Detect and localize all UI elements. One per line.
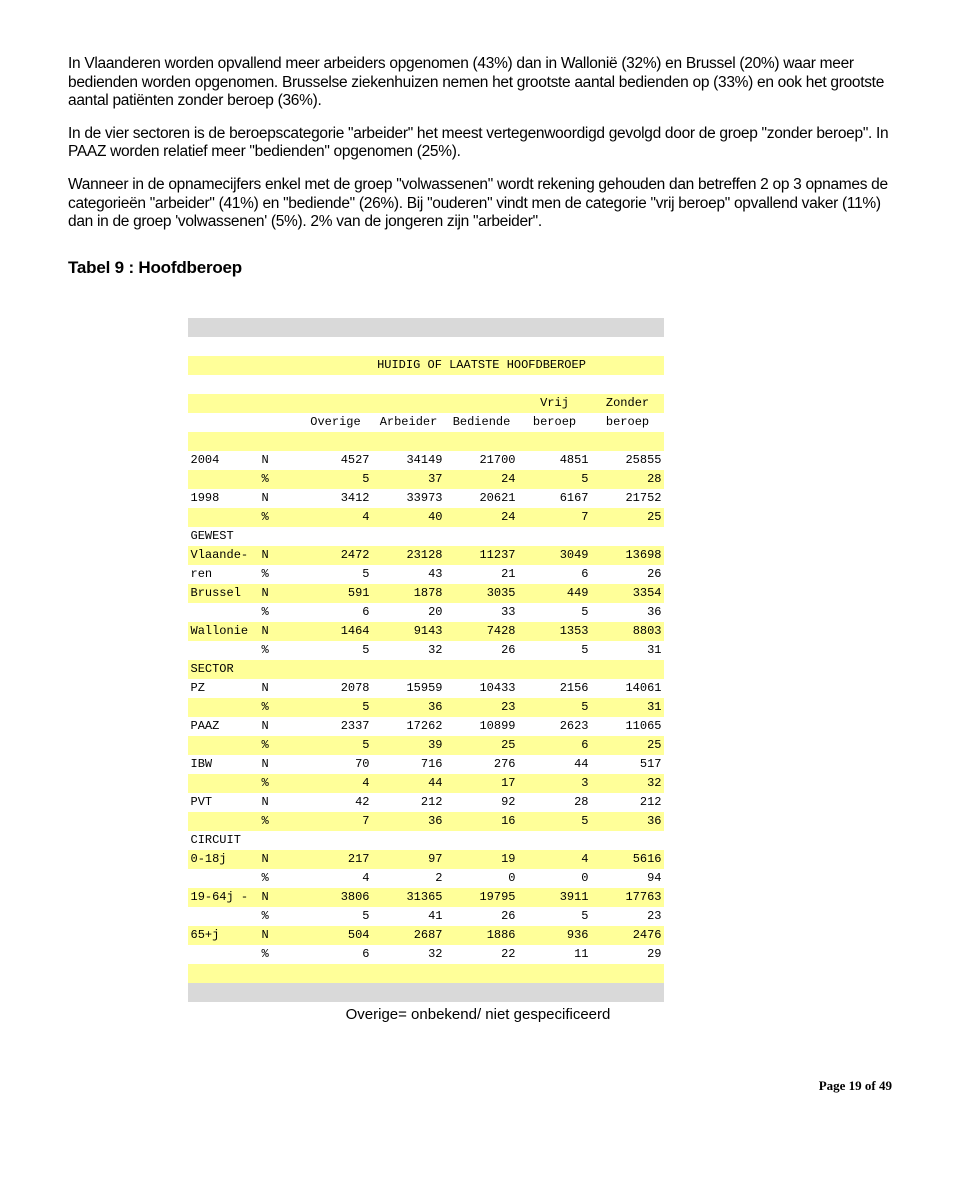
table-row: %54126523 — [188, 907, 664, 926]
table-row: CIRCUIT — [188, 831, 664, 850]
table-row: %53226531 — [188, 641, 664, 660]
table-row: WallonieN14649143742813538803 — [188, 622, 664, 641]
page-footer: Page 19 of 49 — [68, 1078, 892, 1094]
table-row: %44417332 — [188, 774, 664, 793]
table-row: %44024725 — [188, 508, 664, 527]
table-caption: Overige= onbekend/ niet gespecificeerd — [188, 1006, 768, 1023]
table-row: %62033536 — [188, 603, 664, 622]
table-heading: Tabel 9 : Hoofdberoep — [68, 258, 892, 278]
table-row: %53925625 — [188, 736, 664, 755]
data-table: HUIDIG OF LAATSTE HOOFDBEROEPVrijZonderO… — [188, 318, 664, 1002]
table-row: Vlaande-N24722312811237304913698 — [188, 546, 664, 565]
table-row: GEWEST — [188, 527, 664, 546]
paragraph-1: In Vlaanderen worden opvallend meer arbe… — [68, 55, 892, 111]
table-row: 65+jN504268718869362476 — [188, 926, 664, 945]
table-row: PZN20781595910433215614061 — [188, 679, 664, 698]
table-row: 2004N45273414921700485125855 — [188, 451, 664, 470]
table-row: BrusselN591187830354493354 — [188, 584, 664, 603]
table-row: PVTN422129228212 — [188, 793, 664, 812]
table-row: IBWN7071627644517 — [188, 755, 664, 774]
table-row: %632221129 — [188, 945, 664, 964]
table-row: %53724528 — [188, 470, 664, 489]
paragraph-2: In de vier sectoren is de beroepscategor… — [68, 125, 892, 162]
table-row: %420094 — [188, 869, 664, 888]
table-row: %53623531 — [188, 698, 664, 717]
table-row: ren%54321626 — [188, 565, 664, 584]
paragraph-3: Wanneer in de opnamecijfers enkel met de… — [68, 176, 892, 232]
table-row: PAAZN23371726210899262311065 — [188, 717, 664, 736]
table-row: 19-64j -N38063136519795391117763 — [188, 888, 664, 907]
table-row: 0-18jN217971945616 — [188, 850, 664, 869]
table-row: SECTOR — [188, 660, 664, 679]
table-row: %73616536 — [188, 812, 664, 831]
table-row: 1998N34123397320621616721752 — [188, 489, 664, 508]
